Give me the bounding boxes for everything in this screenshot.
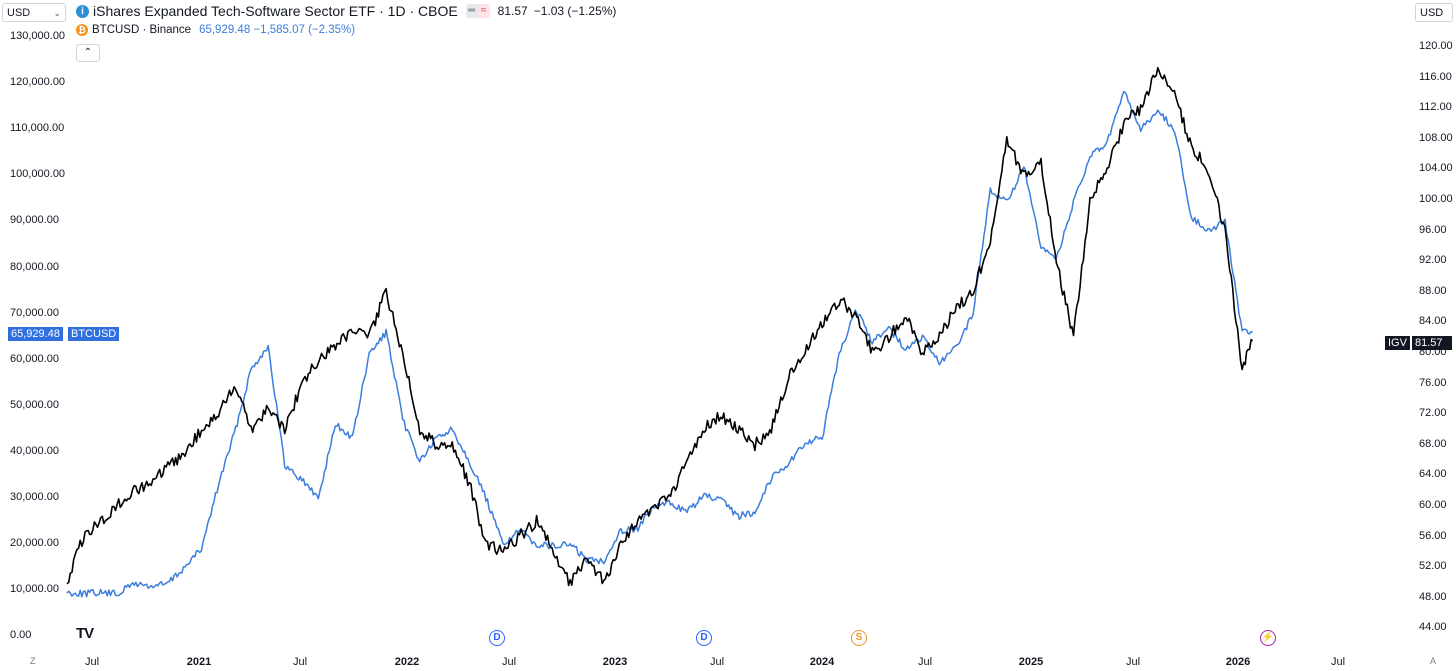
right-axis-tick: 60.00	[1419, 499, 1447, 511]
igv-change: −1.03 (−1.25%)	[533, 4, 617, 18]
right-axis-tick: 88.00	[1419, 284, 1447, 297]
left-axis-tick: 20,000.00	[10, 537, 59, 550]
left-axis-tick: 0.00	[10, 629, 32, 642]
right-axis-tick: 96.00	[1419, 223, 1447, 236]
timezone-toggle[interactable]: Z	[30, 656, 36, 666]
currency-selector-right[interactable]: USD	[1415, 3, 1453, 22]
currency-selector-left[interactable]: USD ⌄	[2, 3, 66, 22]
left-axis-tick: 130,000.00	[10, 30, 66, 42]
bitcoin-logo-icon: ₿	[76, 24, 88, 36]
right-axis-tick: 100.00	[1419, 193, 1453, 205]
time-axis-tick: 2023	[602, 656, 628, 668]
legend-compare-series[interactable]: ₿ BTCUSD · Binance 65,929.48 −1,585.07 (…	[76, 24, 355, 36]
right-axis-tick: 44.00	[1419, 621, 1447, 634]
left-axis-tick: 100,000.00	[10, 168, 66, 181]
right-axis-tick: 64.00	[1419, 468, 1447, 481]
right-axis-tick: 116.00	[1419, 70, 1452, 83]
right-axis-tick: 120.00	[1419, 40, 1453, 52]
market-status-icons[interactable]: ═ ≈	[465, 4, 490, 18]
igv-price: 81.57	[497, 4, 528, 18]
time-axis-tick: Jul	[1125, 656, 1141, 668]
time-axis-tick: 2024	[809, 656, 835, 668]
tradingview-logo-icon[interactable]: TV	[76, 625, 94, 642]
left-axis-tick: 10,000.00	[10, 583, 59, 596]
currency-right-label: USD	[1420, 7, 1444, 19]
currency-left-label: USD	[7, 7, 31, 19]
igv-name-tag: IGV	[1385, 336, 1410, 350]
right-axis-tick: 108.00	[1419, 131, 1453, 144]
ishares-logo-icon: i	[76, 4, 89, 18]
igv-title: iShares Expanded Tech-Software Sector ET…	[93, 3, 458, 19]
left-axis-tick: 70,000.00	[10, 306, 59, 319]
chevron-down-icon: ⌄	[53, 8, 61, 18]
left-axis-tick: 80,000.00	[10, 260, 59, 273]
btc-values: 65,929.48 −1,585.07 (−2.35%)	[199, 24, 356, 36]
left-axis-tick: 40,000.00	[10, 444, 59, 457]
right-axis-tick: 72.00	[1419, 407, 1447, 420]
right-axis-tick: 104.00	[1419, 162, 1453, 175]
igv-line[interactable]	[66, 66, 1254, 587]
chevron-up-icon: ⌃	[83, 47, 93, 58]
right-axis-tick: 112.00	[1419, 101, 1452, 114]
time-axis-tick: Jul	[1330, 656, 1346, 668]
time-axis-tick: 2025	[1018, 656, 1044, 668]
btc-name-tag: BTCUSD	[68, 327, 120, 341]
time-axis-tick: 2021	[186, 656, 212, 668]
btc-series-group	[66, 90, 1253, 598]
right-axis-tick: 56.00	[1419, 529, 1447, 542]
time-axis-tick: 2026	[1225, 656, 1251, 668]
collapse-legend-button[interactable]: ⌃	[76, 44, 100, 62]
event-marker-split[interactable]: S	[851, 630, 867, 646]
btc-price-tag: 65,929.48	[8, 327, 63, 341]
right-axis-tick: 48.00	[1419, 590, 1447, 603]
right-axis-tick: 76.00	[1419, 376, 1447, 389]
time-axis-tick: Jul	[501, 656, 517, 668]
event-marker-earnings[interactable]: ⚡	[1260, 630, 1276, 646]
time-axis-tick: Jul	[917, 656, 933, 668]
right-axis-tick: 68.00	[1419, 437, 1447, 450]
btc-title: BTCUSD · Binance	[92, 24, 192, 36]
equal-icon: ═	[465, 4, 478, 18]
left-axis-tick: 30,000.00	[10, 491, 59, 503]
right-axis-tick: 84.00	[1419, 315, 1447, 328]
left-axis-tick: 120,000.00	[10, 76, 66, 89]
igv-series-group	[66, 66, 1254, 587]
left-axis-tick: 50,000.00	[10, 398, 59, 411]
right-axis-tick: 52.00	[1419, 560, 1447, 573]
event-marker-dividend[interactable]: D	[489, 630, 505, 646]
event-marker-dividend[interactable]: D	[696, 630, 712, 646]
right-axis-tick: 92.00	[1419, 254, 1447, 267]
igv-price-tag: 81.57	[1412, 336, 1452, 350]
legend-main-series[interactable]: i iShares Expanded Tech-Software Sector …	[76, 3, 616, 19]
time-axis-tick: Jul	[84, 656, 100, 668]
left-axis-tick: 60,000.00	[10, 352, 59, 365]
left-axis-tick: 90,000.00	[10, 214, 59, 227]
auto-scale-toggle[interactable]: A	[1430, 656, 1437, 666]
btcusd-line[interactable]	[66, 90, 1253, 598]
approx-icon: ≈	[477, 4, 490, 18]
time-axis-tick: 2022	[394, 656, 420, 668]
time-axis-tick: Jul	[292, 656, 308, 668]
time-axis-tick: Jul	[709, 656, 725, 668]
left-axis-tick: 110,000.00	[10, 122, 65, 135]
